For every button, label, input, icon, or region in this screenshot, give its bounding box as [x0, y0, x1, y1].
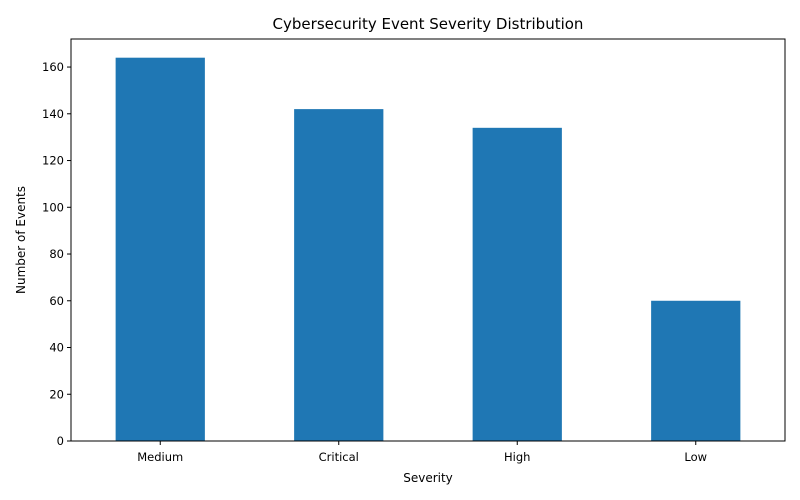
plot-frame	[70, 38, 786, 442]
x-tick-label: Low	[684, 450, 707, 464]
y-tick-label: 40	[49, 341, 64, 355]
x-axis-ticks: Medium Critical High Low	[137, 441, 707, 464]
chart-title: Cybersecurity Event Severity Distributio…	[273, 15, 584, 33]
bar-low	[651, 300, 741, 441]
bars-group	[115, 57, 741, 442]
y-tick-label: 0	[57, 434, 64, 448]
x-tick-label: Medium	[137, 450, 183, 464]
x-axis-label: Severity	[403, 471, 453, 485]
bar-high	[472, 127, 562, 441]
y-tick-label: 120	[42, 154, 64, 168]
y-tick-label: 80	[49, 247, 64, 261]
x-tick-label: High	[504, 450, 530, 464]
x-tick-label: Critical	[319, 450, 359, 464]
y-tick-label: 60	[49, 294, 64, 308]
y-axis-label: Number of Events	[14, 186, 28, 294]
y-tick-label: 160	[42, 60, 64, 74]
y-axis-ticks: 0 20 40 60 80 100 120 140 160	[42, 60, 71, 448]
bar-medium	[115, 57, 205, 442]
y-tick-label: 20	[49, 387, 64, 401]
y-tick-label: 140	[42, 107, 64, 121]
bar-critical	[294, 109, 384, 442]
y-tick-label: 100	[42, 200, 64, 214]
